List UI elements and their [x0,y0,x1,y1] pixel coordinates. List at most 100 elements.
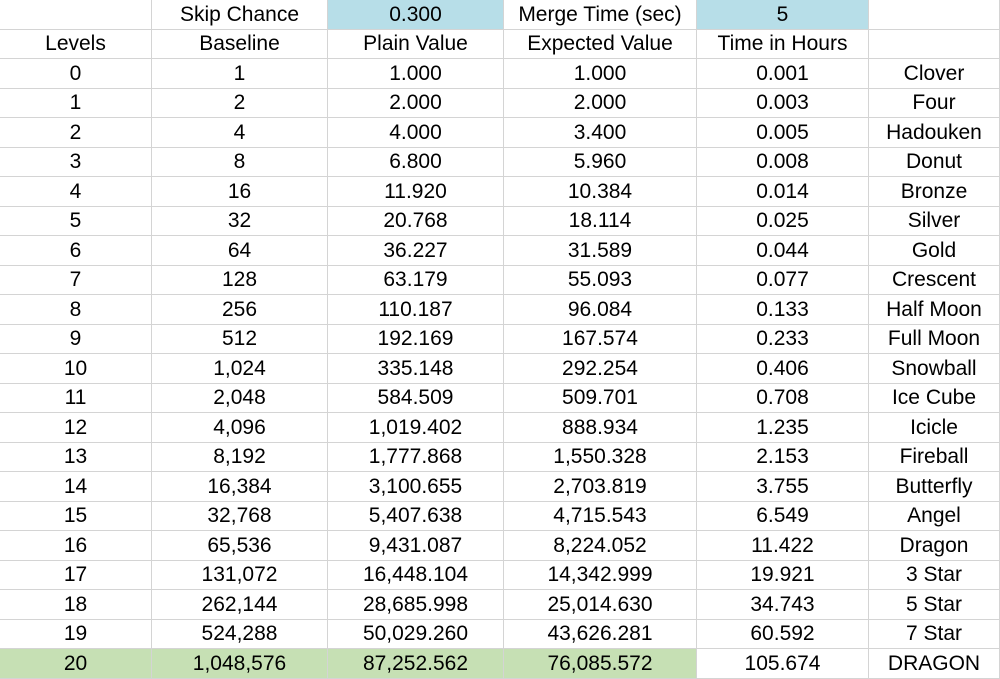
cell-expected-value[interactable]: 3.400 [504,118,697,148]
cell-plain-value[interactable]: 192.169 [328,324,504,354]
cell-level[interactable]: 13 [0,442,152,472]
cell-time-in-hours[interactable]: 0.077 [697,265,869,295]
cell-level[interactable]: 5 [0,206,152,236]
cell-baseline[interactable]: 256 [152,295,328,325]
cell-plain-value[interactable]: 2.000 [328,88,504,118]
cell-expected-value[interactable]: 18.114 [504,206,697,236]
cell-time-in-hours[interactable]: 0.708 [697,383,869,413]
cell-name[interactable]: Icicle [869,413,1000,443]
cell-plain-value[interactable]: 1,777.868 [328,442,504,472]
cell-time-in-hours[interactable]: 0.044 [697,236,869,266]
cell-plain-value[interactable]: 63.179 [328,265,504,295]
cell-name[interactable]: Four [869,88,1000,118]
cell-baseline[interactable]: 4,096 [152,413,328,443]
cell-time-in-hours[interactable]: 105.674 [697,649,869,679]
cell-name[interactable]: Ice Cube [869,383,1000,413]
cell-plain-value[interactable]: 20.768 [328,206,504,236]
cell-name[interactable]: Half Moon [869,295,1000,325]
cell-expected-value[interactable]: 4,715.543 [504,501,697,531]
cell-baseline[interactable]: 8 [152,147,328,177]
cell-baseline[interactable]: 64 [152,236,328,266]
cell-time-in-hours[interactable]: 0.233 [697,324,869,354]
cell-baseline[interactable]: 524,288 [152,619,328,649]
cell-plain-value[interactable]: 6.800 [328,147,504,177]
header-baseline[interactable]: Baseline [152,29,328,59]
cell-expected-value[interactable]: 96.084 [504,295,697,325]
cell-name[interactable]: Snowball [869,354,1000,384]
cell-baseline[interactable]: 32 [152,206,328,236]
cell-plain-value[interactable]: 36.227 [328,236,504,266]
merge-time-label[interactable]: Merge Time (sec) [504,0,697,30]
cell-level[interactable]: 9 [0,324,152,354]
cell-name[interactable]: Fireball [869,442,1000,472]
cell-name[interactable]: DRAGON [869,649,1000,679]
cell-plain-value[interactable]: 9,431.087 [328,531,504,561]
cell-name[interactable]: 7 Star [869,619,1000,649]
cell-plain-value[interactable]: 1,019.402 [328,413,504,443]
cell-time-in-hours[interactable]: 11.422 [697,531,869,561]
cell-plain-value[interactable]: 16,448.104 [328,560,504,590]
cell-expected-value[interactable]: 55.093 [504,265,697,295]
cell-baseline[interactable]: 128 [152,265,328,295]
cell-baseline[interactable]: 16 [152,177,328,207]
cell-expected-value[interactable]: 14,342.999 [504,560,697,590]
cell-plain-value[interactable]: 110.187 [328,295,504,325]
cell-level[interactable]: 17 [0,560,152,590]
cell-name[interactable]: Donut [869,147,1000,177]
cell-expected-value[interactable]: 167.574 [504,324,697,354]
cell-plain-value[interactable]: 4.000 [328,118,504,148]
cell-name[interactable]: Dragon [869,531,1000,561]
cell-time-in-hours[interactable]: 0.003 [697,88,869,118]
cell-time-in-hours[interactable]: 19.921 [697,560,869,590]
cell-name[interactable]: Silver [869,206,1000,236]
cell-baseline[interactable]: 32,768 [152,501,328,531]
cell-expected-value[interactable]: 888.934 [504,413,697,443]
cell-level[interactable]: 20 [0,649,152,679]
cell-baseline[interactable]: 512 [152,324,328,354]
cell-plain-value[interactable]: 5,407.638 [328,501,504,531]
cell-expected-value[interactable]: 509.701 [504,383,697,413]
header-expected-value[interactable]: Expected Value [504,29,697,59]
cell-r1-c6[interactable] [869,0,1000,30]
cell-plain-value[interactable]: 1.000 [328,59,504,89]
header-name[interactable] [869,29,1000,59]
cell-time-in-hours[interactable]: 0.001 [697,59,869,89]
cell-time-in-hours[interactable]: 60.592 [697,619,869,649]
cell-expected-value[interactable]: 2,703.819 [504,472,697,502]
cell-level[interactable]: 12 [0,413,152,443]
cell-time-in-hours[interactable]: 0.406 [697,354,869,384]
cell-expected-value[interactable]: 5.960 [504,147,697,177]
cell-expected-value[interactable]: 1,550.328 [504,442,697,472]
cell-level[interactable]: 8 [0,295,152,325]
cell-name[interactable]: 5 Star [869,590,1000,620]
cell-baseline[interactable]: 2,048 [152,383,328,413]
cell-baseline[interactable]: 262,144 [152,590,328,620]
cell-expected-value[interactable]: 43,626.281 [504,619,697,649]
cell-name[interactable]: 3 Star [869,560,1000,590]
cell-baseline[interactable]: 131,072 [152,560,328,590]
cell-name[interactable]: Butterfly [869,472,1000,502]
cell-expected-value[interactable]: 31.589 [504,236,697,266]
cell-level[interactable]: 19 [0,619,152,649]
cell-plain-value[interactable]: 50,029.260 [328,619,504,649]
cell-plain-value[interactable]: 87,252.562 [328,649,504,679]
cell-level[interactable]: 2 [0,118,152,148]
cell-expected-value[interactable]: 8,224.052 [504,531,697,561]
cell-name[interactable]: Clover [869,59,1000,89]
cell-name[interactable]: Hadouken [869,118,1000,148]
cell-baseline[interactable]: 1,048,576 [152,649,328,679]
header-plain-value[interactable]: Plain Value [328,29,504,59]
cell-baseline[interactable]: 2 [152,88,328,118]
cell-level[interactable]: 10 [0,354,152,384]
cell-level[interactable]: 6 [0,236,152,266]
cell-baseline[interactable]: 16,384 [152,472,328,502]
cell-plain-value[interactable]: 28,685.998 [328,590,504,620]
skip-chance-label[interactable]: Skip Chance [152,0,328,30]
cell-name[interactable]: Angel [869,501,1000,531]
cell-baseline[interactable]: 8,192 [152,442,328,472]
header-levels[interactable]: Levels [0,29,152,59]
cell-plain-value[interactable]: 11.920 [328,177,504,207]
cell-time-in-hours[interactable]: 3.755 [697,472,869,502]
cell-time-in-hours[interactable]: 0.008 [697,147,869,177]
cell-time-in-hours[interactable]: 0.133 [697,295,869,325]
